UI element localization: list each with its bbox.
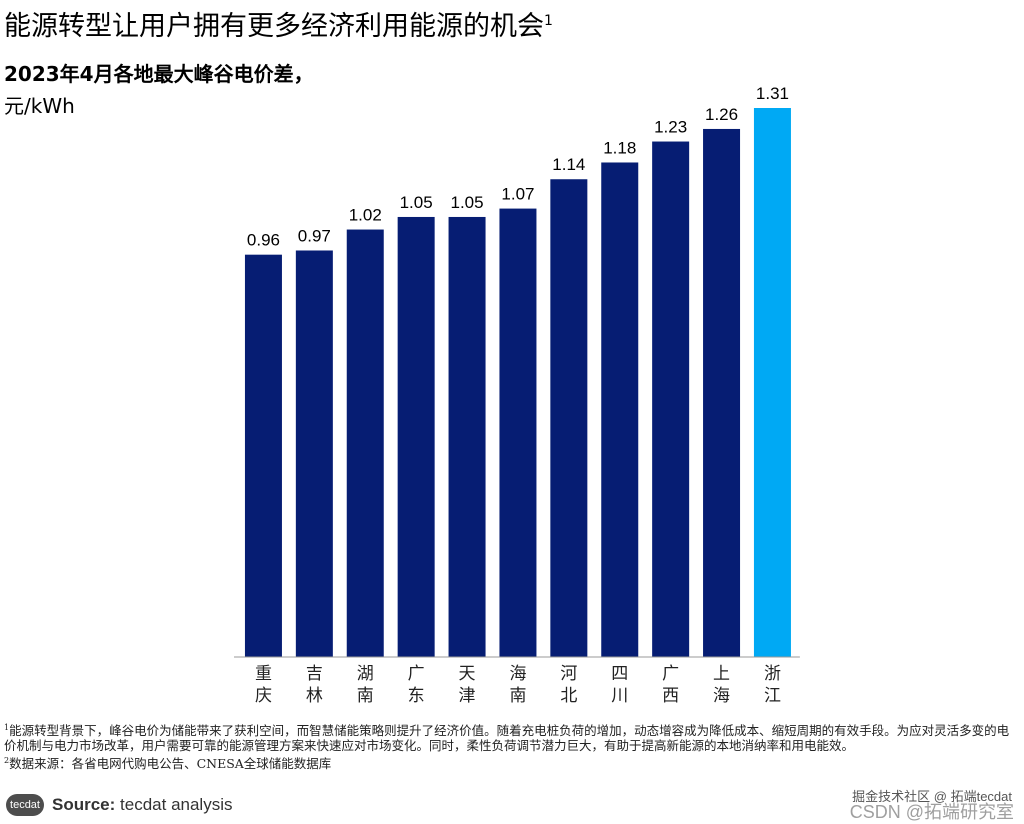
category-label-5: 海南 [509,664,526,706]
footnote-2: 2数据来源：各省电网代购电公告、CNESA全球储能数据库 [4,756,332,772]
data-label-3: 1.05 [400,193,433,212]
footnotes: 1能源转型背景下，峰谷电价为储能带来了获利空间，而智慧储能策略则提升了经济价值。… [4,720,1016,771]
category-label-7: 四川 [611,664,628,706]
bar-3 [397,216,435,657]
bar-10 [753,108,791,657]
data-label-6: 1.14 [552,155,585,174]
bar-9 [703,128,741,657]
category-label-9: 上海 [713,664,730,706]
data-label-8: 1.23 [654,118,687,137]
footnote-1: 1能源转型背景下，峰谷电价为储能带来了获利空间，而智慧储能策略则提升了经济价值。… [4,723,1010,754]
data-label-10: 1.31 [756,84,789,103]
watermark: 掘金技术社区 @ 拓端tecdat [852,789,1012,804]
bar-2 [346,229,384,657]
source-line: tecdat Source: tecdat analysis [6,794,232,816]
tecdat-logo: tecdat [6,794,44,816]
bar-4 [448,216,486,657]
category-label-10: 浙江 [764,664,781,706]
bar-5 [499,208,537,658]
chart-title: 能源转型让用户拥有更多经济利用能源的机会1 [4,11,553,42]
category-label-8: 广西 [662,664,679,706]
bar-1 [295,250,333,657]
category-label-6: 河北 [560,664,577,706]
bar-8 [652,141,690,657]
bar-6 [550,179,588,658]
data-label-7: 1.18 [603,138,636,157]
category-label-1: 吉林 [306,664,323,706]
bar-0 [244,254,282,657]
data-label-4: 1.05 [451,193,484,212]
source-label: Source: [52,795,116,814]
bar-7 [601,162,639,658]
data-label-9: 1.26 [705,105,738,124]
category-label-2: 湖南 [357,664,374,706]
category-label-3: 广东 [408,664,425,706]
data-label-0: 0.96 [247,231,280,250]
data-label-1: 0.97 [298,226,331,245]
data-label-5: 1.07 [501,185,534,204]
bar-chart: 0.96 重庆 0.97 吉林 1.02 湖南 1.05 广东 1.05 天津 1.07 海南 1.14… [234,84,800,706]
chart-subtitle: 2023年4月各地最大峰谷电价差， [4,62,314,86]
watermark-csdn: CSDN @拓端研究室 [849,802,1014,822]
category-label-4: 天津 [459,664,476,706]
chart-unit-label: 元/kWh [4,94,75,118]
data-label-2: 1.02 [349,206,382,225]
source-text: tecdat analysis [120,795,233,814]
category-label-0: 重庆 [255,664,272,706]
